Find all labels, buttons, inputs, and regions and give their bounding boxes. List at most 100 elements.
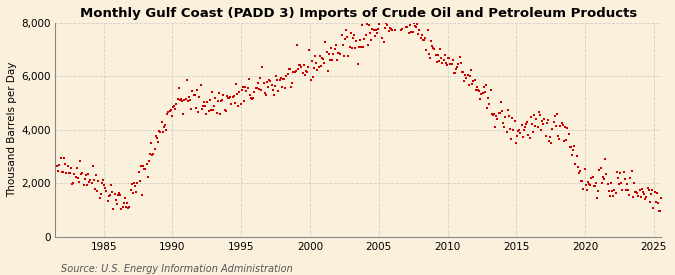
- Point: [263, 85, 273, 90]
- Point: [230, 101, 240, 106]
- Point: [194, 95, 205, 99]
- Point: [604, 194, 615, 198]
- Point: [124, 205, 135, 209]
- Point: [197, 104, 208, 108]
- Point: [269, 93, 279, 97]
- Point: [327, 57, 338, 62]
- Point: [607, 188, 618, 193]
- Point: [172, 97, 183, 101]
- Point: [196, 107, 207, 111]
- Point: [601, 172, 612, 177]
- Point: [358, 45, 369, 50]
- Point: [385, 27, 396, 32]
- Point: [60, 162, 71, 166]
- Point: [423, 52, 434, 57]
- Point: [373, 26, 383, 31]
- Point: [173, 85, 184, 90]
- Point: [225, 95, 236, 99]
- Point: [292, 43, 302, 48]
- Point: [192, 88, 202, 93]
- Point: [68, 180, 79, 185]
- Point: [578, 187, 589, 191]
- Point: [65, 166, 76, 170]
- Point: [151, 134, 161, 138]
- Point: [220, 108, 231, 113]
- Point: [304, 48, 315, 52]
- Point: [213, 99, 223, 103]
- Point: [376, 35, 387, 40]
- Point: [138, 164, 148, 169]
- Point: [564, 145, 575, 149]
- Point: [471, 84, 482, 89]
- Point: [167, 105, 178, 109]
- Point: [184, 95, 194, 99]
- Point: [520, 122, 531, 126]
- Point: [431, 60, 442, 64]
- Point: [311, 60, 322, 65]
- Point: [381, 20, 392, 25]
- Point: [216, 98, 227, 103]
- Point: [402, 18, 413, 22]
- Point: [178, 112, 189, 117]
- Point: [130, 184, 140, 188]
- Point: [159, 122, 170, 127]
- Point: [406, 29, 417, 34]
- Point: [294, 62, 304, 67]
- Point: [436, 56, 447, 60]
- Point: [608, 194, 618, 198]
- Point: [490, 125, 501, 129]
- Point: [548, 119, 559, 124]
- Point: [486, 111, 497, 116]
- Point: [87, 163, 98, 168]
- Point: [622, 182, 632, 186]
- Point: [645, 199, 655, 204]
- Point: [572, 165, 583, 170]
- Point: [70, 175, 81, 180]
- Point: [213, 91, 224, 95]
- Point: [188, 92, 199, 97]
- Point: [493, 111, 504, 116]
- Point: [441, 63, 452, 67]
- Point: [179, 97, 190, 102]
- Point: [334, 51, 345, 55]
- Point: [99, 183, 109, 187]
- Point: [82, 183, 92, 187]
- Point: [563, 132, 574, 136]
- Point: [543, 118, 554, 122]
- Point: [329, 46, 340, 51]
- Point: [427, 43, 437, 48]
- Point: [612, 169, 622, 174]
- Point: [142, 174, 153, 179]
- Point: [315, 64, 326, 68]
- Point: [195, 83, 206, 87]
- Point: [187, 89, 198, 94]
- Point: [566, 152, 577, 157]
- Point: [117, 204, 128, 209]
- Point: [186, 106, 196, 111]
- Point: [53, 169, 63, 173]
- Point: [279, 77, 290, 81]
- Point: [72, 175, 83, 180]
- Point: [569, 144, 580, 148]
- Point: [242, 85, 253, 90]
- Point: [566, 145, 576, 149]
- Point: [218, 93, 229, 98]
- Point: [615, 170, 626, 175]
- Point: [562, 126, 573, 130]
- Point: [147, 153, 158, 157]
- Point: [343, 53, 354, 58]
- Point: [88, 178, 99, 182]
- Point: [574, 170, 585, 175]
- Point: [383, 29, 394, 33]
- Point: [418, 38, 429, 42]
- Point: [136, 192, 147, 197]
- Point: [84, 180, 95, 184]
- Point: [80, 172, 91, 177]
- Point: [634, 188, 645, 192]
- Point: [305, 78, 316, 82]
- Point: [499, 124, 510, 129]
- Point: [261, 92, 271, 97]
- Point: [109, 192, 120, 196]
- Point: [336, 33, 347, 37]
- Point: [232, 92, 242, 96]
